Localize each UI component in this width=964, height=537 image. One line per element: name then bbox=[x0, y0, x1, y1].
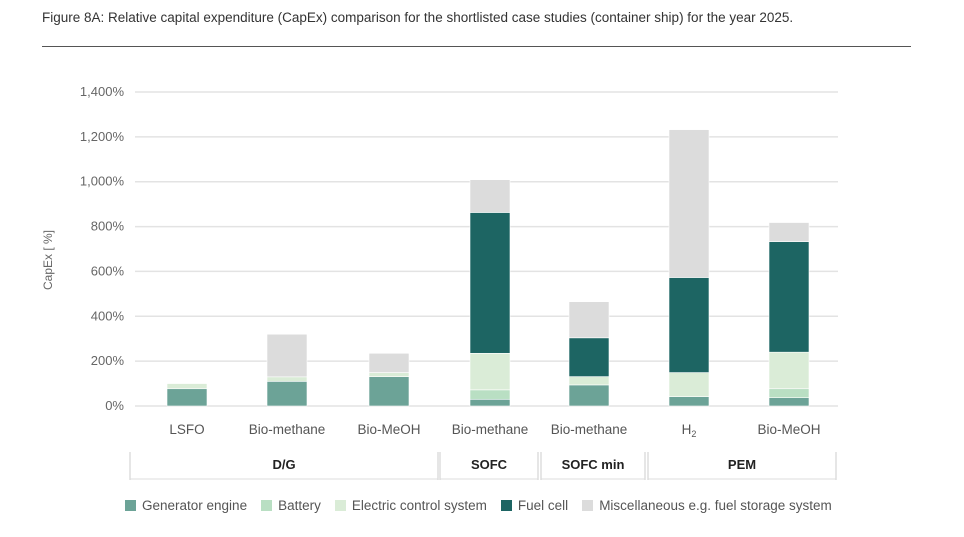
legend-item: Miscellaneous e.g. fuel storage system bbox=[582, 498, 832, 513]
legend-swatch bbox=[500, 500, 512, 511]
bar-segment-generator-engine bbox=[469, 398, 511, 407]
legend-label: Electric control system bbox=[351, 498, 487, 513]
y-tick-label: 0% bbox=[105, 398, 124, 413]
y-tick-label: 1,400% bbox=[80, 84, 125, 99]
legend-label: Miscellaneous e.g. fuel storage system bbox=[599, 498, 832, 513]
x-tick-label: H2 bbox=[682, 422, 697, 439]
bar-segment-fuel-cell bbox=[768, 241, 810, 353]
group-label: PEM bbox=[728, 457, 756, 472]
x-tick-label: Bio-methane bbox=[551, 422, 628, 437]
bar-segment-generator-engine bbox=[266, 381, 308, 407]
y-tick-label: 800% bbox=[91, 219, 125, 234]
bar-segment-generator-engine bbox=[768, 397, 810, 407]
bar-segment-miscellaneous-e-g-fuel-storage-system bbox=[668, 129, 710, 278]
legend-item: Battery bbox=[261, 498, 321, 513]
legend-label: Generator engine bbox=[142, 498, 248, 513]
bar-segment-electric-control-system bbox=[768, 351, 810, 390]
bar-segment-electric-control-system bbox=[368, 372, 410, 377]
legend-swatch bbox=[125, 500, 136, 511]
x-tick-label: Bio-methane bbox=[249, 422, 326, 437]
bar-segment-electric-control-system bbox=[166, 383, 208, 390]
group-label: SOFC bbox=[471, 457, 508, 472]
x-tick-label: LSFO bbox=[169, 422, 204, 437]
bar-segment-electric-control-system bbox=[469, 352, 511, 391]
x-tick-label: Bio-methane bbox=[452, 422, 529, 437]
y-tick-label: 1,000% bbox=[80, 174, 125, 189]
y-tick-label: 1,200% bbox=[80, 129, 125, 144]
bar-segment-battery bbox=[469, 389, 511, 400]
y-tick-label: 600% bbox=[91, 263, 125, 278]
bar-segment-electric-control-system bbox=[668, 372, 710, 397]
legend: Generator engine Battery Electric control … bbox=[125, 498, 832, 513]
legend-swatch bbox=[582, 500, 594, 511]
legend-label: Battery bbox=[278, 498, 321, 513]
bar-segment-battery bbox=[768, 388, 810, 399]
group-label: SOFC min bbox=[562, 457, 625, 472]
bar-segment-miscellaneous-e-g-fuel-storage-system bbox=[568, 301, 610, 339]
y-tick-label: 200% bbox=[91, 353, 125, 368]
chart-title: Figure 8A: Relative capital expenditure … bbox=[42, 10, 794, 25]
bar-segment-miscellaneous-e-g-fuel-storage-system bbox=[768, 222, 810, 242]
bar-segment-miscellaneous-e-g-fuel-storage-system bbox=[368, 352, 410, 373]
bar-segment-fuel-cell bbox=[668, 277, 710, 373]
bar-segment-generator-engine bbox=[568, 384, 610, 407]
bar-segment-electric-control-system bbox=[266, 376, 308, 382]
legend-swatch bbox=[261, 500, 273, 511]
x-tick-label: Bio-MeOH bbox=[357, 422, 420, 437]
bar-segment-generator-engine bbox=[668, 396, 710, 407]
bar-segment-electric-control-system bbox=[568, 376, 610, 386]
bar-segment-fuel-cell bbox=[568, 337, 610, 377]
group-label: D/G bbox=[272, 457, 295, 472]
legend-item: Fuel cell bbox=[500, 498, 569, 513]
bar-segment-generator-engine bbox=[166, 388, 208, 407]
bar-segment-fuel-cell bbox=[469, 212, 511, 354]
legend-item: Generator engine bbox=[125, 498, 247, 513]
x-tick-label: Bio-MeOH bbox=[757, 422, 820, 437]
y-tick-label: 400% bbox=[91, 308, 125, 323]
bar-segment-generator-engine bbox=[368, 376, 410, 407]
legend-swatch bbox=[334, 500, 346, 511]
bar-segment-miscellaneous-e-g-fuel-storage-system bbox=[469, 179, 511, 213]
y-axis-label: CapEx [ %] bbox=[41, 230, 55, 290]
legend-label: Fuel cell bbox=[517, 498, 569, 513]
bar-segment-miscellaneous-e-g-fuel-storage-system bbox=[266, 333, 308, 378]
legend-item: Electric control system bbox=[334, 498, 487, 513]
title-divider bbox=[42, 46, 911, 47]
